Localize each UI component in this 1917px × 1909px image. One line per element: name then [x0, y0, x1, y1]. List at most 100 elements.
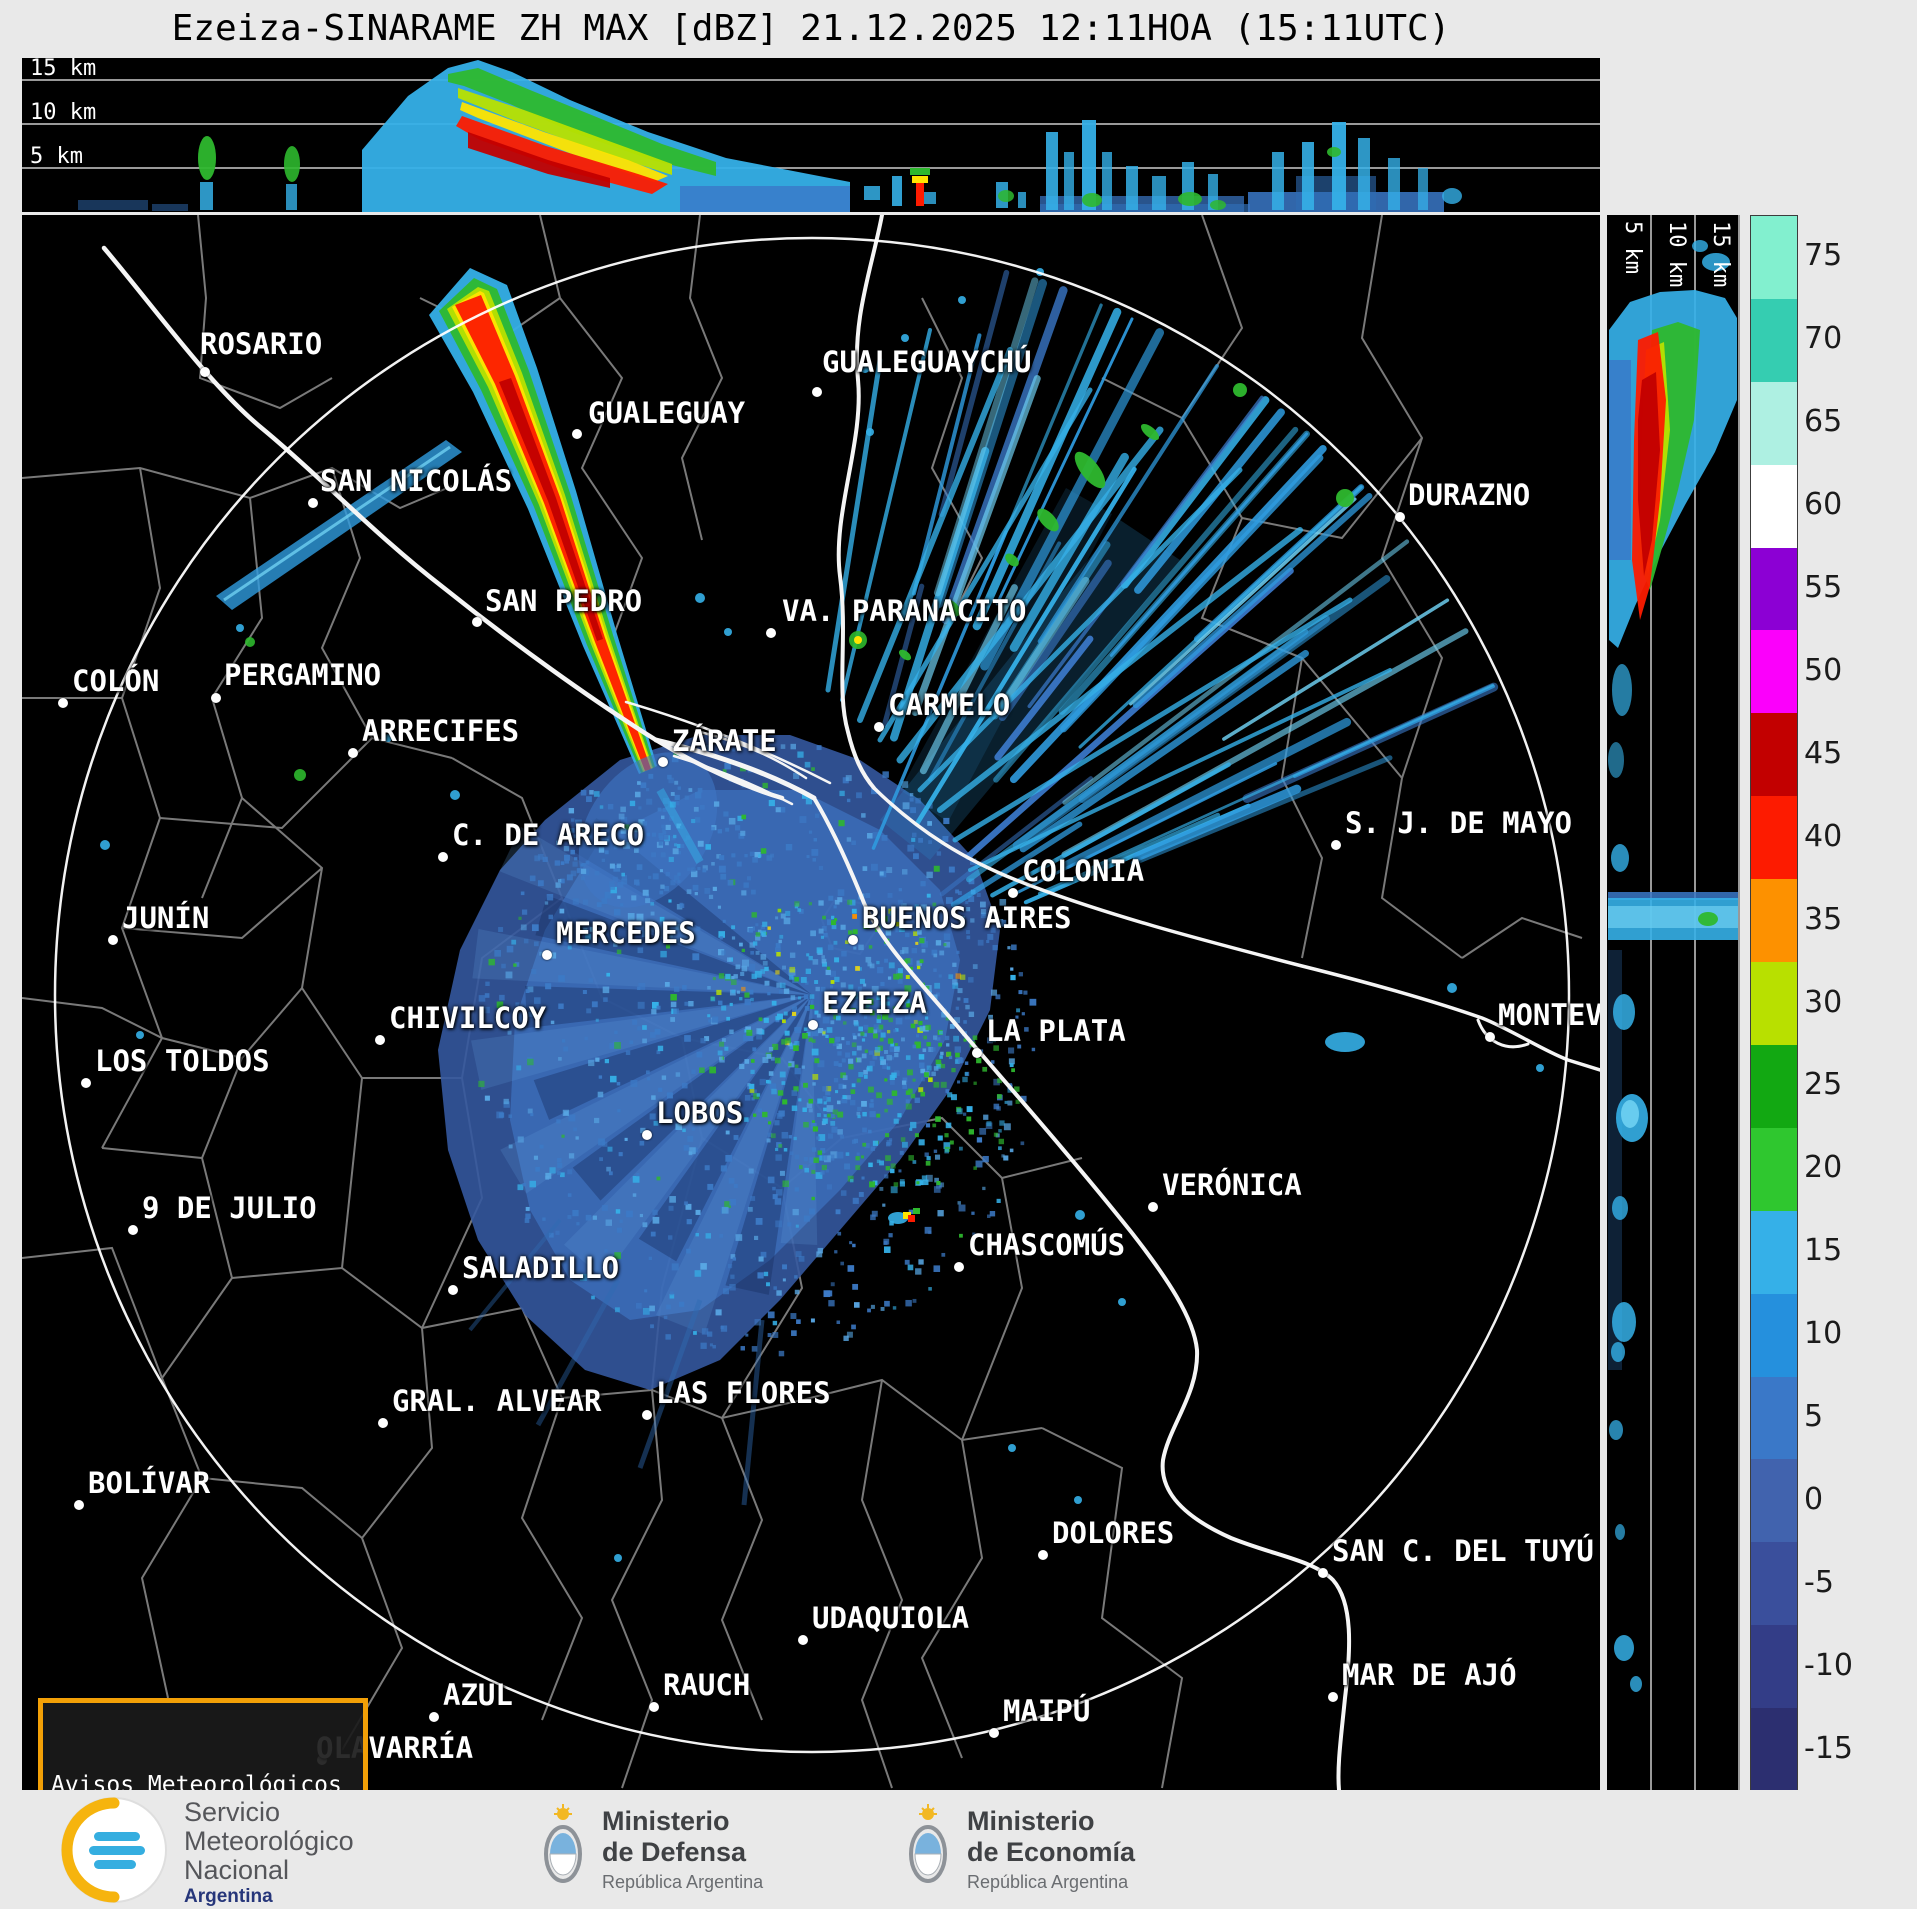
city-dot	[1485, 1032, 1495, 1042]
city-dot	[808, 1020, 818, 1030]
city-dot	[642, 1410, 652, 1420]
cross-section-right-echoes	[1608, 240, 1738, 1692]
city-dot	[472, 617, 482, 627]
city-label: VA. PARANACITO	[782, 594, 1027, 628]
city-dot	[812, 387, 822, 397]
colorbar-tick-label: 30	[1804, 984, 1843, 1020]
city-label: SALADILLO	[462, 1251, 620, 1285]
height-label-5km-v: 5 km	[1620, 221, 1645, 274]
city-label: COLÓN	[72, 664, 160, 698]
smn-line-2: Meteorológico	[184, 1826, 354, 1856]
city-dot	[542, 950, 552, 960]
city-dot	[58, 698, 68, 708]
colorbar-segment	[1751, 630, 1797, 714]
cross-section-top-panel: 15 km 10 km 5 km	[22, 58, 1600, 212]
colorbar-segment	[1751, 216, 1797, 300]
cross-section-right-graphic	[1608, 215, 1740, 1790]
colorbar-segment	[1751, 381, 1797, 466]
colorbar-segment	[1751, 1376, 1797, 1460]
colorbar-segment	[1751, 1625, 1797, 1709]
city-label: COLONIA	[1022, 854, 1145, 888]
city-label: DURAZNO	[1408, 478, 1531, 512]
smn-logo	[61, 1797, 167, 1903]
height-label-10km-v: 10 km	[1664, 221, 1689, 288]
city-dot	[375, 1035, 385, 1045]
economia-line-2: de Economía	[967, 1837, 1136, 1867]
city-label: BUENOS AIRES	[862, 901, 1072, 935]
city-label: MAR DE AJÓ	[1342, 1658, 1517, 1692]
city-label: MERCEDES	[556, 916, 696, 950]
colorbar-tick-label: 5	[1804, 1398, 1824, 1434]
colorbar-tick-label: 60	[1804, 487, 1843, 523]
city-dot	[874, 722, 884, 732]
colorbar-segment	[1751, 1293, 1797, 1378]
city-label: GUALEGUAYCHÚ	[822, 345, 1032, 379]
colorbar-segment	[1751, 1459, 1797, 1543]
radar-map-panel: ROSARIO GUALEGUAYCHÚ GUALEGUAY SAN NICOLÁS D…	[22, 215, 1600, 1790]
colorbar-tick-label: 40	[1804, 818, 1843, 854]
city-label: LOBOS	[656, 1096, 744, 1130]
city-dot	[74, 1500, 84, 1510]
radar-map-graphic	[22, 215, 1600, 1790]
colorbar-segment	[1751, 298, 1797, 383]
city-label: DOLORES	[1052, 1516, 1175, 1550]
city-dot	[108, 935, 118, 945]
colorbar-tick-label: 65	[1804, 404, 1843, 440]
colorbar-tick-label: -15	[1804, 1730, 1853, 1766]
colorbar-segment	[1751, 464, 1797, 549]
city-label: MAIPÚ	[1003, 1694, 1091, 1728]
city-label: RAUCH	[663, 1668, 751, 1702]
colorbar-segment	[1751, 713, 1797, 797]
colorbar-tick-label: 10	[1804, 1316, 1843, 1352]
colorbar-tick-label: 45	[1804, 735, 1843, 771]
city-dot	[572, 429, 582, 439]
rivers-coastline	[101, 215, 1600, 1790]
city-label: S. J. DE MAYO	[1345, 806, 1572, 840]
colorbar-segment	[1751, 1542, 1797, 1626]
city-label: LA PLATA	[986, 1014, 1126, 1048]
city-dot	[1008, 888, 1018, 898]
colorbar-tick-label: -10	[1804, 1647, 1853, 1683]
city-dot	[448, 1285, 458, 1295]
city-label: GRAL. ALVEAR	[392, 1384, 602, 1418]
page-title: Ezeiza-SINARAME ZH MAX [dBZ] 21.12.2025 …	[171, 8, 1451, 49]
colorbar-tick-label: 35	[1804, 901, 1843, 937]
city-dot	[1038, 1550, 1048, 1560]
city-dot	[211, 693, 221, 703]
city-dot	[1318, 1568, 1328, 1578]
city-dot	[642, 1130, 652, 1140]
city-layer: ROSARIO GUALEGUAYCHÚ GUALEGUAY SAN NICOLÁS D…	[22, 215, 1600, 1790]
cross-section-right-panel: 5 km 10 km 15 km	[1607, 215, 1740, 1790]
height-label-15km: 15 km	[30, 58, 97, 81]
city-label: PERGAMINO	[224, 658, 382, 692]
colorbar-segment	[1751, 879, 1797, 963]
cross-section-top-echoes	[78, 60, 1462, 212]
colorbar-segment	[1751, 1127, 1797, 1212]
city-dot	[348, 748, 358, 758]
colorbar-tick-label: 25	[1804, 1067, 1843, 1103]
colorbar-tick-label: -5	[1804, 1564, 1834, 1600]
city-label: CARMELO	[888, 688, 1011, 722]
defensa-coat-of-arms-icon	[544, 1804, 582, 1883]
colorbar-segment	[1751, 547, 1797, 631]
warning-box: Avisos Meteorológicos a Muy Corto Plazo	[38, 1698, 368, 1790]
city-label: BOLÍVAR	[88, 1466, 211, 1500]
city-label: SAN PEDRO	[485, 584, 643, 618]
ministry-defensa-wordmark: Ministerio de Defensa República Argentin…	[602, 1806, 763, 1893]
economia-subtitle: República Argentina	[967, 1872, 1129, 1892]
city-dot	[438, 852, 448, 862]
city-dot	[766, 628, 776, 638]
height-label-5km: 5 km	[30, 144, 83, 169]
city-label: ARRECIFES	[362, 714, 520, 748]
city-label: 9 DE JULIO	[142, 1191, 317, 1225]
city-label: LAS FLORES	[656, 1376, 831, 1410]
city-label: C. DE ARECO	[452, 818, 645, 852]
city-dot	[1328, 1692, 1338, 1702]
colorbar-tick-label: 20	[1804, 1150, 1843, 1186]
dbz-colorbar-labels: 75 70 65 60 55 50 45 40 35 30 25 20 15 10 5 0 -5 -10 -15	[1804, 215, 1916, 1790]
city-label: JUNÍN	[122, 901, 210, 935]
city-label: UDAQUIOLA	[812, 1601, 970, 1635]
city-label: SAN NICOLÁS	[320, 464, 513, 498]
city-dot	[429, 1712, 439, 1722]
height-label-10km: 10 km	[30, 100, 97, 125]
